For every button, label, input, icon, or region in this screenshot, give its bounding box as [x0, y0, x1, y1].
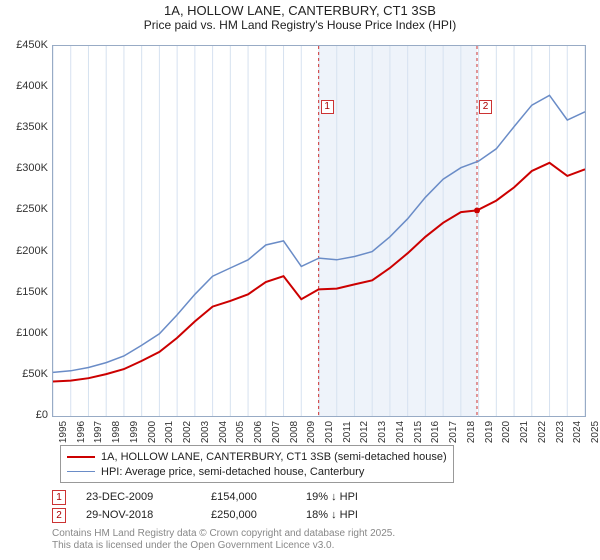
- sale-price-1: £154,000: [211, 491, 306, 503]
- plot-area: [52, 45, 586, 417]
- x-tick-label: 2022: [537, 421, 548, 443]
- chart-titles: 1A, HOLLOW LANE, CANTERBURY, CT1 3SB Pri…: [0, 0, 600, 33]
- y-tick-label: £400K: [16, 80, 48, 92]
- x-tick-label: 2012: [360, 421, 371, 443]
- chart-title-line1: 1A, HOLLOW LANE, CANTERBURY, CT1 3SB: [0, 4, 600, 19]
- y-tick-label: £200K: [16, 245, 48, 257]
- y-tick-label: £300K: [16, 162, 48, 174]
- x-tick-label: 2016: [431, 421, 442, 443]
- sale-price-2: £250,000: [211, 509, 306, 521]
- x-tick-label: 2023: [555, 421, 566, 443]
- sale-date-1: 23-DEC-2009: [86, 491, 211, 503]
- x-tick-label: 2006: [253, 421, 264, 443]
- sale-delta-2: 18% ↓ HPI: [306, 509, 406, 521]
- y-tick-label: £150K: [16, 286, 48, 298]
- x-tick-label: 2004: [218, 421, 229, 443]
- footer-line1: Contains HM Land Registry data © Crown c…: [52, 528, 395, 540]
- x-tick-label: 1998: [111, 421, 122, 443]
- sale-event-1: 1 23-DEC-2009 £154,000 19% ↓ HPI: [52, 488, 406, 506]
- y-tick-label: £50K: [22, 368, 48, 380]
- sale-events: 1 23-DEC-2009 £154,000 19% ↓ HPI 2 29-NO…: [52, 488, 406, 524]
- y-tick-label: £450K: [16, 39, 48, 51]
- x-tick-label: 2020: [501, 421, 512, 443]
- sale-date-2: 29-NOV-2018: [86, 509, 211, 521]
- x-tick-label: 2015: [413, 421, 424, 443]
- footer-line2: This data is licensed under the Open Gov…: [52, 540, 395, 552]
- legend-item-price-paid: 1A, HOLLOW LANE, CANTERBURY, CT1 3SB (se…: [67, 449, 447, 464]
- x-tick-label: 2025: [590, 421, 600, 443]
- legend-label-hpi: HPI: Average price, semi-detached house,…: [101, 466, 364, 478]
- sale-event-2: 2 29-NOV-2018 £250,000 18% ↓ HPI: [52, 506, 406, 524]
- x-tick-label: 2005: [235, 421, 246, 443]
- x-tick-label: 2009: [306, 421, 317, 443]
- legend-label-price-paid: 1A, HOLLOW LANE, CANTERBURY, CT1 3SB (se…: [101, 451, 447, 463]
- x-tick-label: 1995: [58, 421, 69, 443]
- footer-attribution: Contains HM Land Registry data © Crown c…: [52, 528, 395, 552]
- x-tick-label: 1999: [129, 421, 140, 443]
- x-tick-label: 2021: [519, 421, 530, 443]
- x-tick-label: 1996: [76, 421, 87, 443]
- y-tick-label: £250K: [16, 203, 48, 215]
- x-tick-label: 2003: [200, 421, 211, 443]
- x-tick-label: 2013: [377, 421, 388, 443]
- chart-container: 1A, HOLLOW LANE, CANTERBURY, CT1 3SB Pri…: [0, 0, 600, 560]
- x-tick-label: 2018: [466, 421, 477, 443]
- x-tick-label: 2000: [147, 421, 158, 443]
- x-tick-label: 2014: [395, 421, 406, 443]
- chart-title-line2: Price paid vs. HM Land Registry's House …: [0, 19, 600, 33]
- sale-delta-1: 19% ↓ HPI: [306, 491, 406, 503]
- x-tick-label: 2024: [572, 421, 583, 443]
- x-tick-label: 2001: [165, 421, 176, 443]
- x-tick-label: 2017: [448, 421, 459, 443]
- y-tick-label: £350K: [16, 121, 48, 133]
- sale-marker-2: 2: [52, 508, 66, 523]
- marker-label-1: 1: [321, 100, 334, 114]
- x-tick-label: 2002: [182, 421, 193, 443]
- legend-item-hpi: HPI: Average price, semi-detached house,…: [67, 464, 447, 479]
- x-tick-label: 1997: [94, 421, 105, 443]
- y-tick-label: £100K: [16, 327, 48, 339]
- sale-marker-1: 1: [52, 490, 66, 505]
- x-tick-label: 2011: [341, 421, 352, 443]
- marker-label-2: 2: [479, 100, 492, 114]
- legend-box: 1A, HOLLOW LANE, CANTERBURY, CT1 3SB (se…: [60, 445, 454, 483]
- x-tick-label: 2008: [289, 421, 300, 443]
- x-tick-label: 2019: [484, 421, 495, 443]
- y-tick-label: £0: [36, 409, 48, 421]
- plot-svg: [53, 46, 585, 416]
- x-tick-label: 2007: [271, 421, 282, 443]
- x-tick-label: 2010: [324, 421, 335, 443]
- legend-swatch-price-paid: [67, 456, 95, 458]
- legend-swatch-hpi: [67, 471, 95, 472]
